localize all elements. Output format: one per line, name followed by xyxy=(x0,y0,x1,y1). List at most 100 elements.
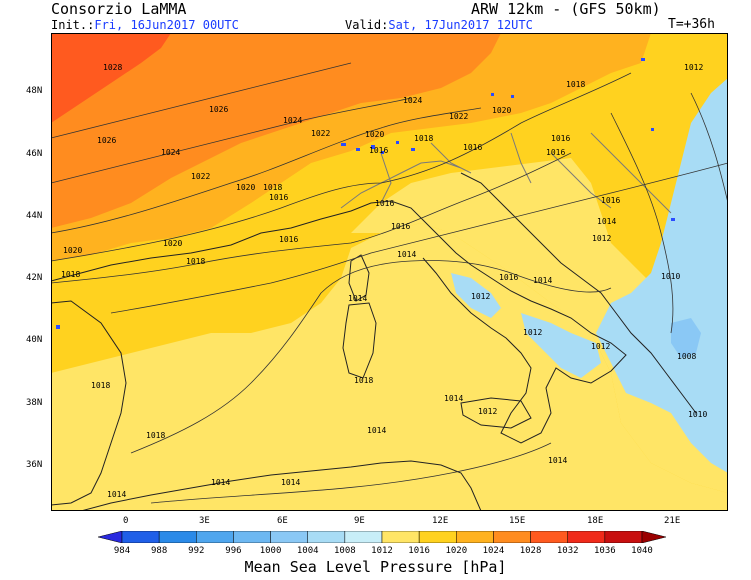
contour-label: 1010 xyxy=(661,272,680,281)
producer-title: Consorzio LaMMA xyxy=(51,0,187,18)
contour-label: 1018 xyxy=(263,183,282,192)
contour-label: 1016 xyxy=(369,146,388,155)
colorbar xyxy=(98,531,666,543)
contour-label: 1014 xyxy=(548,456,567,465)
island-sardinia xyxy=(342,302,377,379)
colorbar-segment xyxy=(381,531,420,543)
contour-label: 1012 xyxy=(592,234,611,243)
colorbar-segment xyxy=(456,531,494,543)
colorbar-tick-label: 1004 xyxy=(296,546,319,556)
colorbar-tick-label: 1016 xyxy=(408,546,430,556)
band-1016-north-italy xyxy=(351,158,728,493)
valid-label: Valid: xyxy=(345,18,389,32)
contour-label: 1026 xyxy=(209,105,228,114)
contour-label: 1014 xyxy=(348,294,367,303)
contour-label: 1020 xyxy=(365,130,384,139)
colorbar-tick-label: 1020 xyxy=(445,546,468,556)
colorbar-segment xyxy=(121,531,160,543)
colorbar-title: Mean Sea Level Pressure [hPa] xyxy=(244,558,507,576)
country-borders xyxy=(340,132,672,214)
contour-label: 1016 xyxy=(269,193,288,202)
contour-label: 1018 xyxy=(186,257,205,266)
contour-label: 1020 xyxy=(163,239,182,248)
colorbar-tick-label: 1012 xyxy=(371,546,393,556)
contour-label: 1020 xyxy=(236,183,255,192)
colorbar-segment xyxy=(344,531,383,543)
island-corsica xyxy=(348,254,370,302)
contour-label: 1022 xyxy=(311,129,330,138)
band-1004-1008 xyxy=(671,318,701,358)
lat-label-46n: 46N xyxy=(26,149,43,159)
lat-label-44n: 44N xyxy=(26,211,43,221)
contour-label: 1014 xyxy=(281,478,300,487)
colorbar-segment xyxy=(418,531,457,543)
colorbar-tick-label: 1000 xyxy=(259,546,282,556)
colorbar-segment xyxy=(233,531,271,543)
valid-value: Sat, 17Jun2017 12UTC xyxy=(388,18,533,32)
contour-label: 1014 xyxy=(367,426,386,435)
contour-label: 1010 xyxy=(688,410,707,419)
band-1028-1032 xyxy=(51,33,171,123)
contour-label: 1020 xyxy=(63,246,82,255)
contour-label: 1020 xyxy=(492,106,511,115)
contour-label: 1014 xyxy=(597,217,616,226)
colorbar-tick-label: 1028 xyxy=(519,546,542,556)
colorbar-tick-label: 1024 xyxy=(482,546,505,556)
model-title: ARW 12km - (GFS 50km) xyxy=(471,0,661,18)
contour-label: 1018 xyxy=(566,80,585,89)
contour-label: 1022 xyxy=(191,172,210,181)
init-label: Init.: xyxy=(51,18,95,32)
band-1012-central-blue xyxy=(451,273,601,378)
contour-label: 1014 xyxy=(107,490,126,499)
contour-label: 1018 xyxy=(354,376,373,385)
contour-label: 1018 xyxy=(91,381,110,390)
colorbar-tick-label: 1032 xyxy=(556,546,579,556)
contour-label: 1012 xyxy=(684,63,703,72)
valid-line: Valid:Sat, 17Jun2017 12UTC xyxy=(345,18,533,32)
contour-label: 1024 xyxy=(161,148,180,157)
colorbar-tick-label: 1040 xyxy=(631,546,653,556)
contour-label: 1014 xyxy=(211,478,230,487)
band-1012-1016 xyxy=(51,223,728,511)
colorbar-tick-label: 996 xyxy=(225,546,242,556)
contour-label: 1008 xyxy=(677,352,696,361)
contour-label: 1016 xyxy=(601,196,620,205)
lat-label-42n: 42N xyxy=(26,273,43,283)
colorbar-tick-label: 1036 xyxy=(594,546,616,556)
contour-label: 1016 xyxy=(279,235,298,244)
colorbar-tick-label: 1008 xyxy=(334,546,356,556)
isobar-lines xyxy=(51,62,728,504)
contour-label: 1024 xyxy=(403,96,422,105)
lon-label-6e: 6E xyxy=(277,516,288,526)
band-1024-1028 xyxy=(51,33,501,228)
contour-label: 1018 xyxy=(146,431,165,440)
contour-label: 1026 xyxy=(97,136,116,145)
colorbar-tick-label: 988 xyxy=(151,546,168,556)
contour-label: 1016 xyxy=(551,134,570,143)
colorbar-segment xyxy=(196,531,234,543)
contour-label: 1012 xyxy=(471,292,490,301)
lat-label-36n: 36N xyxy=(26,460,43,470)
map-canvas: 1028 1026 1026 1024 1024 1024 1022 1022 … xyxy=(51,33,728,511)
contour-label: 1012 xyxy=(591,342,610,351)
contour-label: 1012 xyxy=(523,328,542,337)
contour-label-group: 1028 1026 1026 1024 1024 1024 1022 1022 … xyxy=(61,63,707,499)
contour-label: 1014 xyxy=(397,250,416,259)
contour-label: 1014 xyxy=(533,276,552,285)
lon-label-0: 0 xyxy=(123,516,129,526)
lon-label-18e: 18E xyxy=(587,516,604,526)
contour-label: 1018 xyxy=(61,270,80,279)
colorbar-segment xyxy=(493,531,531,543)
contour-label: 1012 xyxy=(478,407,497,416)
contour-label: 1016 xyxy=(463,143,482,152)
band-1008-1012-east xyxy=(596,78,728,473)
lon-label-12e: 12E xyxy=(432,516,449,526)
init-line: Init.:Fri, 16Jun2017 00UTC xyxy=(51,18,239,32)
lat-label-38n: 38N xyxy=(26,398,43,408)
lat-label-40n: 40N xyxy=(26,335,43,345)
coastline-spain xyxy=(51,300,127,506)
pressure-map: 1028 1026 1026 1024 1024 1024 1022 1022 … xyxy=(51,33,728,511)
contour-label: 1016 xyxy=(375,199,394,208)
colorbar-segment xyxy=(530,531,568,543)
lakes xyxy=(56,58,675,329)
